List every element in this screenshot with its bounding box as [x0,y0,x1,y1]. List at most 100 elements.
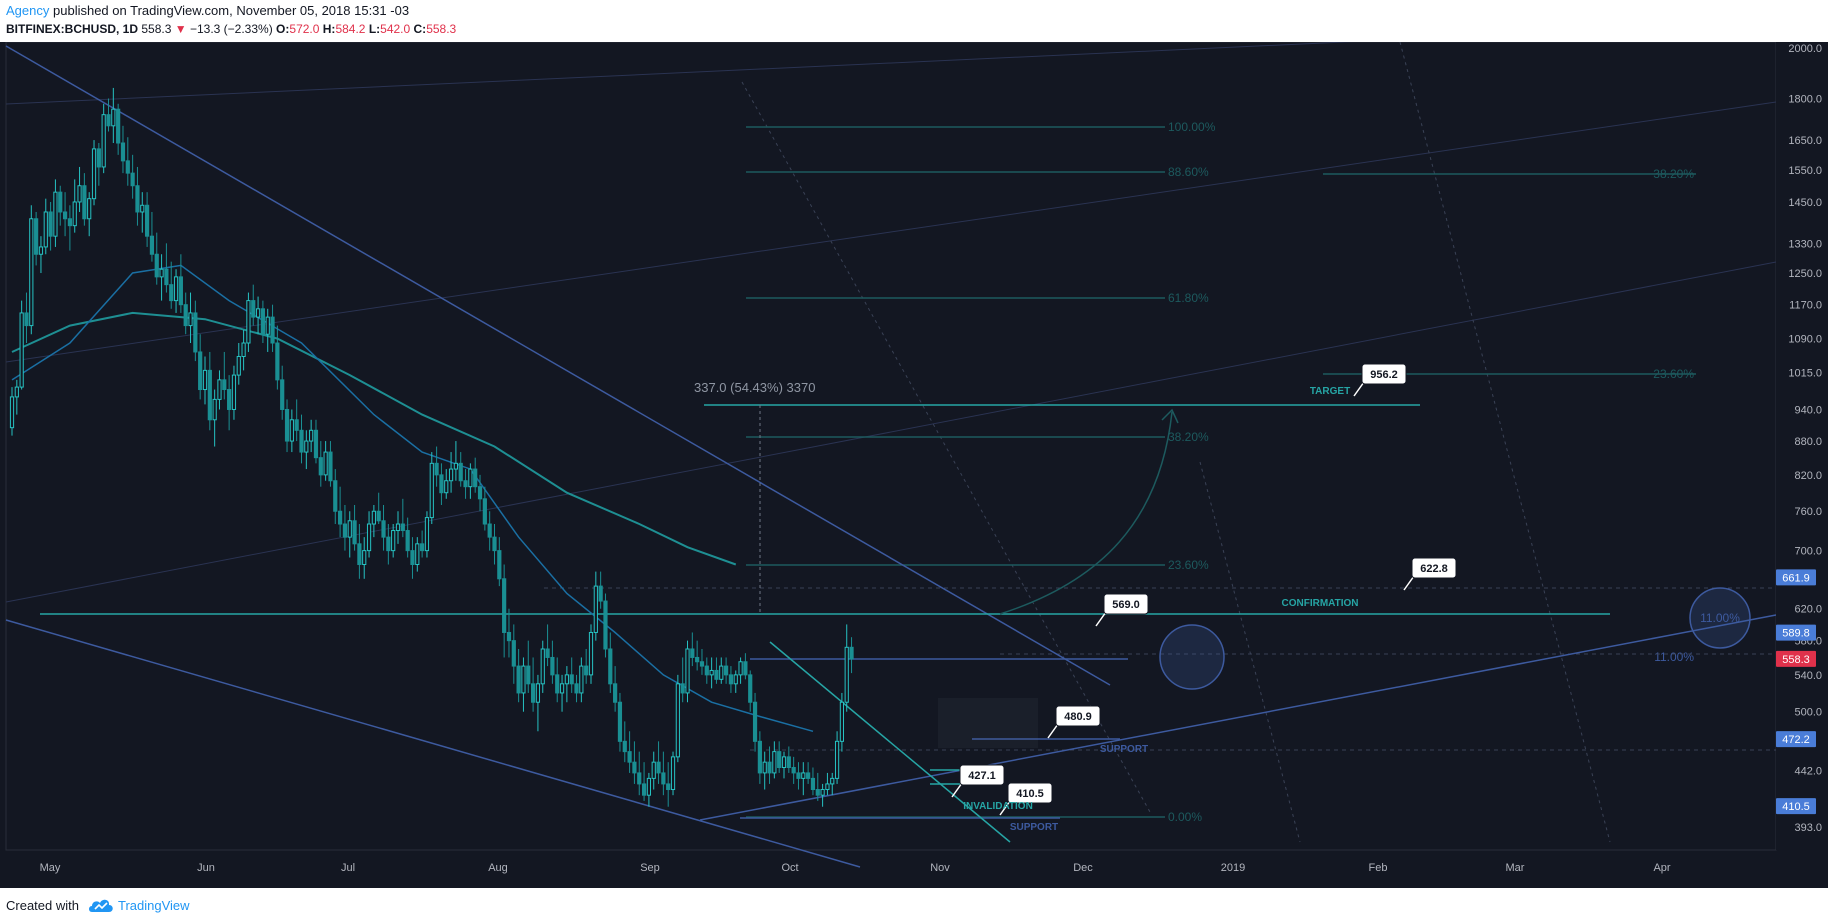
candle-body [448,468,454,482]
candle [207,351,212,431]
tradingview-cloud-icon [89,899,113,912]
candle [19,300,24,390]
candle-body [661,772,666,785]
candle [77,166,82,212]
candle [839,692,844,752]
candle-body [207,369,212,421]
price-callout[interactable]: 956.2 [1353,363,1407,397]
candle-body [781,756,787,769]
time-axis[interactable]: May Jun Jul Aug Sep Oct Nov Dec 2019 Feb Mar Apr [40,862,1671,874]
candle [9,387,15,436]
price-axis[interactable]: 2000.0 1800.0 1650.0 1550.0 1450.0 1330.0 1250… [1776,43,1822,834]
candle-body [724,665,729,676]
candle [444,469,449,499]
callout-pointer [951,782,963,798]
candle-body [251,300,256,318]
projection-arrow-icon [1161,408,1179,424]
callout-box [1361,363,1407,385]
candle [91,140,97,206]
open-label: O: [276,22,290,36]
candle [473,457,478,493]
price-callout[interactable]: 480.9 [1047,705,1101,739]
candle [24,292,29,344]
candle-body [19,312,24,388]
chart-annotation: 11.00% [1700,611,1740,625]
price-tick-label: 700.0 [1794,546,1822,558]
chart-annotation: TARGET [1310,386,1350,397]
candle [757,731,762,784]
blue-trendline [699,614,1777,821]
price-callout[interactable]: 569.0 [1095,593,1149,627]
callout-box [959,764,1005,786]
candle-body [313,429,319,459]
candle-body [656,761,661,774]
candle [251,284,256,326]
publish-info: published on TradingView.com, November 0… [53,3,410,18]
price-tick-label: 820.0 [1794,470,1822,482]
price-badge-bg [1776,798,1816,815]
candle-body [159,268,164,278]
candle-body [366,523,372,552]
price-badge: 589.8 [1776,624,1816,641]
candle [574,674,579,703]
price-chart[interactable]: 100.00% 88.60% 61.80% 38.20% 23.60% 0.00% 38.2… [0,42,1828,888]
candle-body [72,201,77,227]
candle-body [738,661,743,676]
price-callout[interactable]: 410.5 [999,782,1053,816]
candle-body [506,631,512,642]
price-badge: 558.3 [1776,650,1816,667]
candle-body [593,585,598,633]
candle-body [434,462,439,476]
candle-body [289,419,294,442]
candle-body [164,268,169,286]
candle [704,657,709,684]
created-with-label: Created with [6,898,79,913]
candle [178,254,183,313]
candle [280,365,285,420]
candle-body [415,543,420,565]
candle-body [120,142,126,162]
candle [183,292,188,335]
candle [748,670,753,712]
price-callout[interactable]: 622.8 [1403,557,1457,591]
fib-extension-label: 11.00% [1654,650,1694,664]
candle [391,524,396,558]
candle [48,201,53,251]
candle-body [260,308,265,335]
candle [564,666,569,703]
price-callout[interactable]: 427.1 [951,764,1005,798]
candle [328,441,333,487]
candle [227,375,232,431]
candle [733,670,738,693]
channel-line [5,261,1777,603]
candle [820,783,825,807]
price-axis-background [1776,42,1828,850]
candle [405,517,410,558]
candle [236,343,241,385]
candle [559,674,565,712]
chart-footer: Created with TradingView [0,888,1828,924]
candle [299,414,304,464]
tradingview-brand-link[interactable]: TradingView [118,898,190,913]
candle [439,463,444,505]
price-tick-label: 500.0 [1794,707,1822,719]
candle-body [9,396,15,429]
candle [101,103,106,174]
time-tick-label: Jul [341,862,355,874]
fib-extension-label: 23.60% [1653,367,1694,381]
time-tick-label: 2019 [1221,862,1245,874]
candle [265,308,270,352]
high-label: H: [322,22,336,36]
author-link[interactable]: Agency [6,3,50,18]
candle-body [574,683,579,694]
candle [463,469,468,499]
time-tick-label: Aug [488,862,508,874]
candle-body [130,172,135,187]
candle [738,657,743,684]
time-tick-label: Jun [197,862,215,874]
candle [535,674,541,732]
candle [38,236,44,274]
candle-body [149,235,155,255]
candle-body [844,646,849,703]
candle-body [555,674,560,694]
